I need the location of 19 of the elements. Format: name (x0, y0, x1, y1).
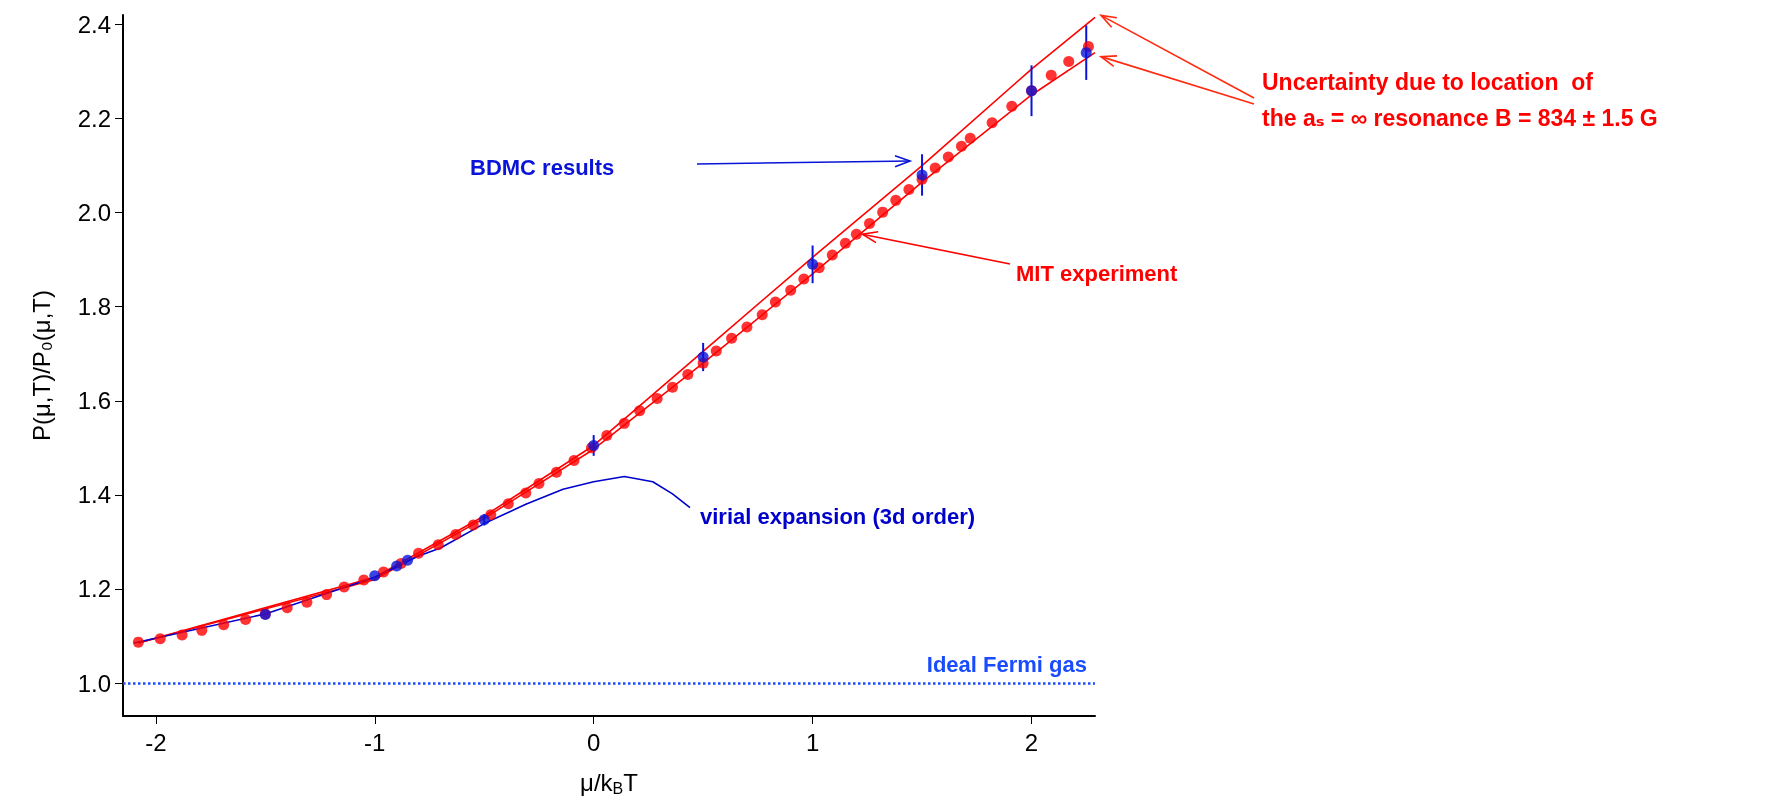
y-tick-label: 1.0 (77, 669, 111, 697)
y-tick-label: 2.0 (77, 199, 111, 227)
y-tick-label: 1.8 (77, 293, 111, 321)
ref-line-label: Ideal Fermi gas (926, 651, 1087, 677)
series-label: virial expansion (3d order) (700, 503, 976, 529)
x-tick-label: 2 (1024, 728, 1039, 756)
text: BDMC results (470, 154, 615, 180)
y-tick-label: 1.6 (77, 387, 111, 415)
x-tick-label: -1 (364, 728, 386, 756)
x-tick-label: 1 (805, 728, 820, 756)
y-axis-title: P(μ,T)/P₀(μ,T) (27, 290, 55, 441)
y-tick-label: 2.2 (77, 105, 111, 132)
y-tick-label: 2.4 (77, 10, 111, 38)
text: Uncertainty due to location of the aₛ = ∞ resonance B = 834 ± 1.5 G (1262, 69, 1658, 131)
y-tick-label: 1.2 (77, 575, 111, 603)
text: MIT experiment (1016, 260, 1179, 286)
x-tick-label: -2 (145, 728, 167, 756)
x-tick-label: 0 (587, 728, 601, 756)
y-tick-label: 1.4 (77, 481, 111, 509)
